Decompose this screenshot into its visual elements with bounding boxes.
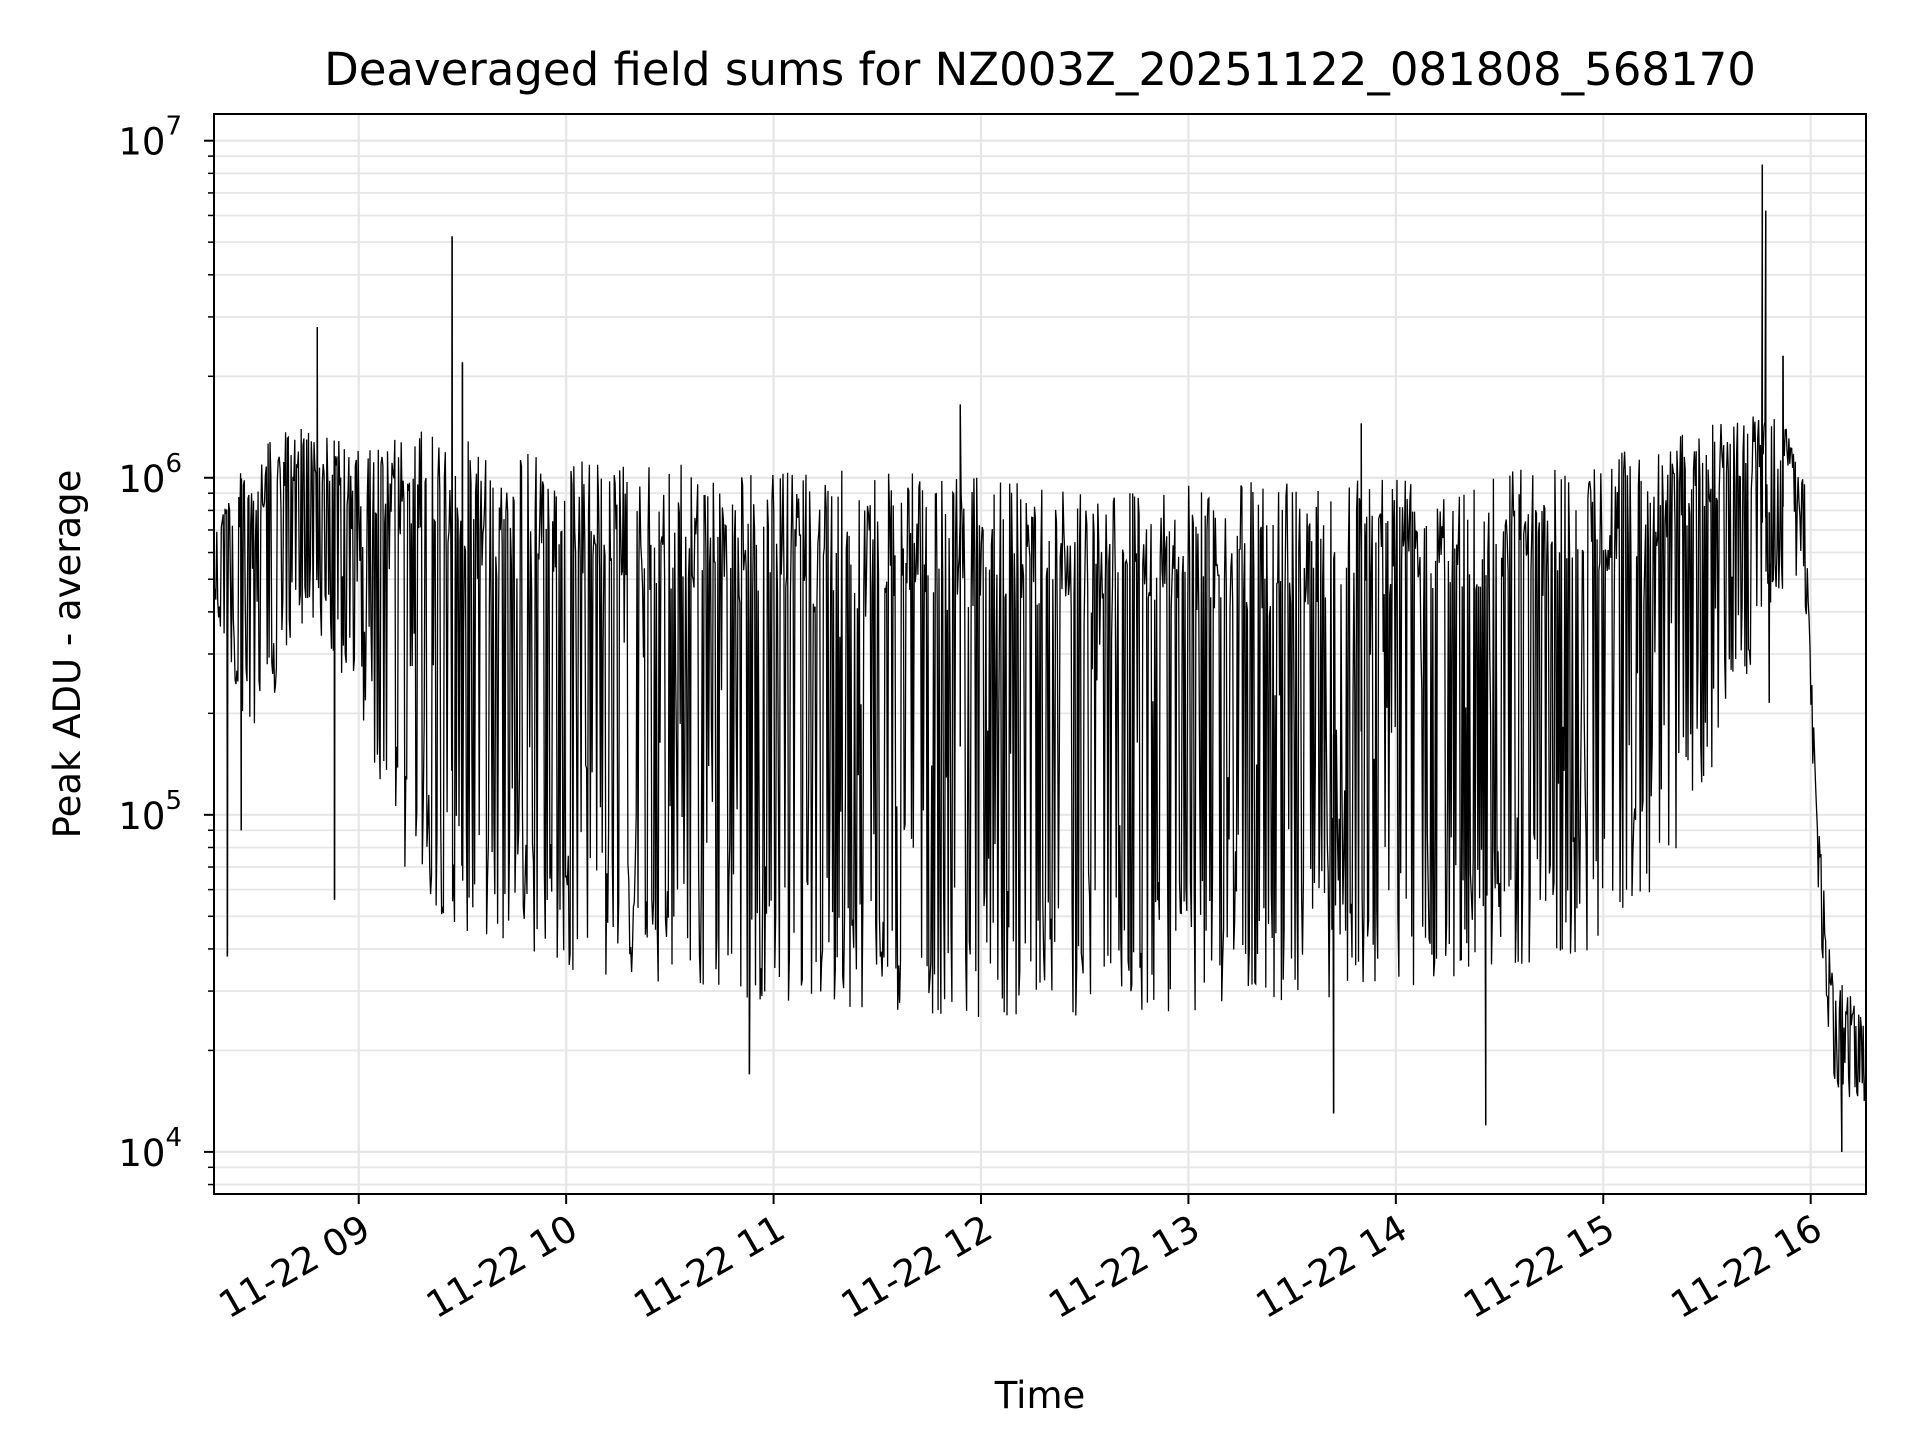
- series-layer: [213, 164, 1867, 1152]
- y-tick-exponent: 5: [165, 786, 182, 816]
- y-tick-label: 106: [118, 449, 182, 501]
- y-tick-base: 10: [118, 121, 165, 164]
- x-tick-label: 11-22 10: [419, 1207, 585, 1327]
- x-tick-label: 11-22 13: [1041, 1207, 1207, 1327]
- x-axis-label: Time: [994, 1374, 1086, 1417]
- y-axis-label: Peak ADU - average: [46, 470, 89, 839]
- y-tick-label: 107: [118, 112, 182, 164]
- series-line: [213, 164, 1867, 1152]
- y-tick-exponent: 4: [165, 1123, 182, 1153]
- y-tick-label: 104: [118, 1123, 182, 1175]
- x-axis: 11-22 09 11-22 10 11-22 11 11-22 12 11-22 13…: [212, 1194, 1830, 1327]
- y-tick-base: 10: [118, 795, 165, 838]
- x-tick-label: 11-22 16: [1664, 1207, 1830, 1327]
- y-tick-base: 10: [118, 458, 165, 501]
- y-tick-exponent: 6: [165, 449, 182, 479]
- x-tick-label: 11-22 14: [1249, 1207, 1415, 1327]
- y-tick-label: 105: [118, 786, 182, 838]
- chart-title: Deaveraged field sums for NZ003Z_2025112…: [324, 43, 1756, 96]
- x-tick-label: 11-22 11: [627, 1207, 793, 1327]
- y-tick-base: 10: [118, 1132, 165, 1175]
- y-tick-exponent: 7: [165, 112, 182, 142]
- x-tick-label: 11-22 09: [212, 1207, 378, 1327]
- x-tick-label: 11-22 12: [834, 1207, 1000, 1327]
- x-tick-label: 11-22 15: [1456, 1207, 1622, 1327]
